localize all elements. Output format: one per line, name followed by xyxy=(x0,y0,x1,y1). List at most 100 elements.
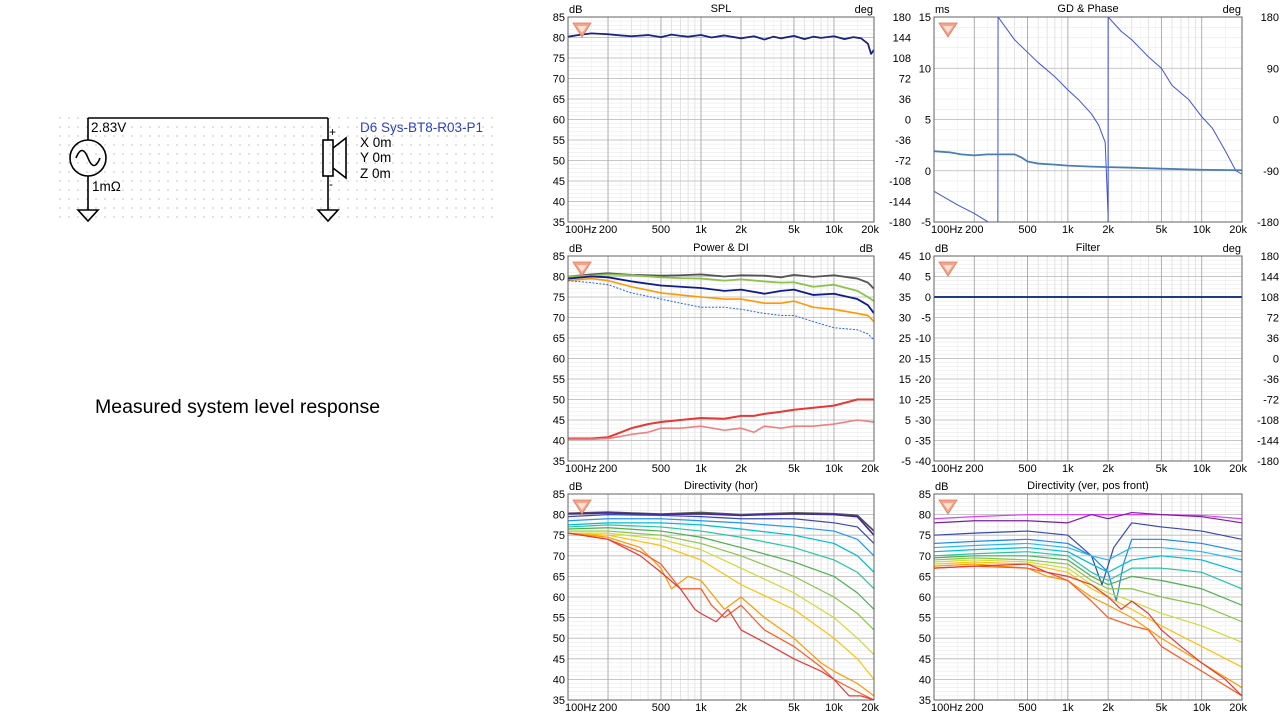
y-tick-label: 55 xyxy=(553,374,565,386)
right-unit-label: deg xyxy=(1223,4,1241,16)
x-tick-label: 5k xyxy=(788,224,800,236)
series-line xyxy=(934,546,1242,573)
y2-tick-label: -108 xyxy=(1257,415,1279,427)
y2-tick-label: 36 xyxy=(1267,333,1279,345)
y-tick-label: -20 xyxy=(915,374,931,386)
speaker-icon[interactable] xyxy=(322,136,347,180)
y2-tick-label: -180 xyxy=(1257,217,1279,229)
speaker-z-label: Z 0m xyxy=(360,166,391,181)
y-tick-label: -30 xyxy=(915,415,931,427)
x-tick-label: 20k xyxy=(1229,224,1247,236)
x-tick-label: 200 xyxy=(599,463,617,475)
x-tick-label: 5k xyxy=(788,463,800,475)
series-group xyxy=(934,17,1242,222)
series-line xyxy=(934,559,1242,643)
y-tick-label: 85 xyxy=(553,251,565,263)
source-resistance-label: 1mΩ xyxy=(92,179,121,194)
x-tick-label: 500 xyxy=(652,224,670,236)
y2-tick-label: -144 xyxy=(1257,436,1279,448)
series-line xyxy=(568,514,874,544)
series-line xyxy=(934,563,1242,689)
y2-tick-label: 0 xyxy=(905,436,911,448)
x-tick-label: 5k xyxy=(1156,224,1168,236)
plot-frame xyxy=(567,16,875,223)
y2-tick-label: -36 xyxy=(895,135,911,147)
voltage-source-icon[interactable] xyxy=(69,139,107,177)
y-tick-label: 60 xyxy=(553,115,565,127)
y-tick-label: 65 xyxy=(553,571,565,583)
y2-tick-label: 180 xyxy=(893,12,911,24)
series-line xyxy=(934,17,1242,222)
y-tick-label: 5 xyxy=(925,115,931,127)
y2-tick-label: 35 xyxy=(899,292,911,304)
chart-gd: GD & Phase ms deg -5 0 5 10 15 -180 -90 0 90 180 100H… xyxy=(919,3,1279,236)
chart-title: Filter xyxy=(1076,242,1101,254)
series-line xyxy=(568,532,874,700)
y-tick-label: 50 xyxy=(553,633,565,645)
right-unit-label: dB xyxy=(860,243,873,255)
y2-tick-label: 108 xyxy=(1261,292,1279,304)
y-tick-label: 50 xyxy=(553,395,565,407)
x-tick-label: 500 xyxy=(1018,702,1036,714)
y-tick-label: 75 xyxy=(553,530,565,542)
series-group xyxy=(568,32,874,55)
left-unit-label: dB xyxy=(935,243,948,255)
series-line xyxy=(568,280,874,341)
y-tick-label: 0 xyxy=(925,166,931,178)
y-tick-label: 40 xyxy=(553,436,565,448)
y-tick-label: 65 xyxy=(919,571,931,583)
left-unit-label: dB xyxy=(569,481,582,493)
y-tick-label: 55 xyxy=(553,135,565,147)
left-unit-label: dB xyxy=(569,4,582,16)
x-tick-label: 100Hz xyxy=(565,224,597,236)
chart-dir_ver: Directivity (ver, pos front) dB 35 40 45 50 55… xyxy=(919,480,1248,714)
y-tick-label: 75 xyxy=(553,53,565,65)
y-tick-label: -35 xyxy=(915,436,931,448)
series-line xyxy=(568,273,874,302)
series-group xyxy=(934,511,1242,697)
y-tick-label: 70 xyxy=(553,74,565,86)
y2-tick-label: 36 xyxy=(899,94,911,106)
x-tick-label: 200 xyxy=(599,702,617,714)
x-tick-label: 500 xyxy=(652,463,670,475)
x-tick-label: 10k xyxy=(825,702,843,714)
y2-tick-label: 108 xyxy=(893,53,911,65)
y2-tick-label: 0 xyxy=(1273,354,1279,366)
x-tick-label: 500 xyxy=(1018,463,1036,475)
y-tick-label: 45 xyxy=(553,415,565,427)
y-tick-label: 85 xyxy=(919,489,931,501)
left-unit-label: dB xyxy=(569,243,582,255)
plot-frame xyxy=(933,255,1243,462)
logo-inner xyxy=(577,26,587,33)
vituixcad-logo-icon xyxy=(572,499,592,515)
x-tick-label: 5k xyxy=(1156,463,1168,475)
series-line xyxy=(934,551,1242,590)
y-tick-label: 45 xyxy=(553,654,565,666)
series-line xyxy=(568,277,874,323)
sine-wave-icon xyxy=(75,149,101,167)
x-tick-label: 1k xyxy=(1062,224,1074,236)
y2-tick-label: -180 xyxy=(1257,456,1279,468)
circuit-schematic: 2.83V 1mΩ + - D6 Sys-BT8-R03-P1 X 0m Y 0… xyxy=(59,117,493,223)
y2-tick-label: 20 xyxy=(899,354,911,366)
y2-tick-label: 144 xyxy=(893,33,911,45)
x-tick-label: 10k xyxy=(825,224,843,236)
x-tick-label: 100Hz xyxy=(565,702,597,714)
series-line xyxy=(568,522,874,573)
y-tick-label: 75 xyxy=(919,530,931,542)
y-tick-label: 10 xyxy=(919,63,931,75)
x-tick-label: 200 xyxy=(965,463,983,475)
y-tick-label: 35 xyxy=(919,695,931,707)
y2-tick-label: -144 xyxy=(889,197,911,209)
y2-tick-label: -72 xyxy=(895,156,911,168)
ground-icon xyxy=(76,209,100,223)
plot-frame xyxy=(933,16,1243,223)
y2-tick-label: 144 xyxy=(1261,272,1279,284)
x-tick-label: 20k xyxy=(861,463,879,475)
series-line xyxy=(934,150,1242,172)
speaker-name-label[interactable]: D6 Sys-BT8-R03-P1 xyxy=(360,120,483,135)
y-tick-label: 15 xyxy=(919,12,931,24)
x-tick-label: 10k xyxy=(825,463,843,475)
speaker-x-label: X 0m xyxy=(360,135,392,150)
y-tick-label: 80 xyxy=(919,510,931,522)
